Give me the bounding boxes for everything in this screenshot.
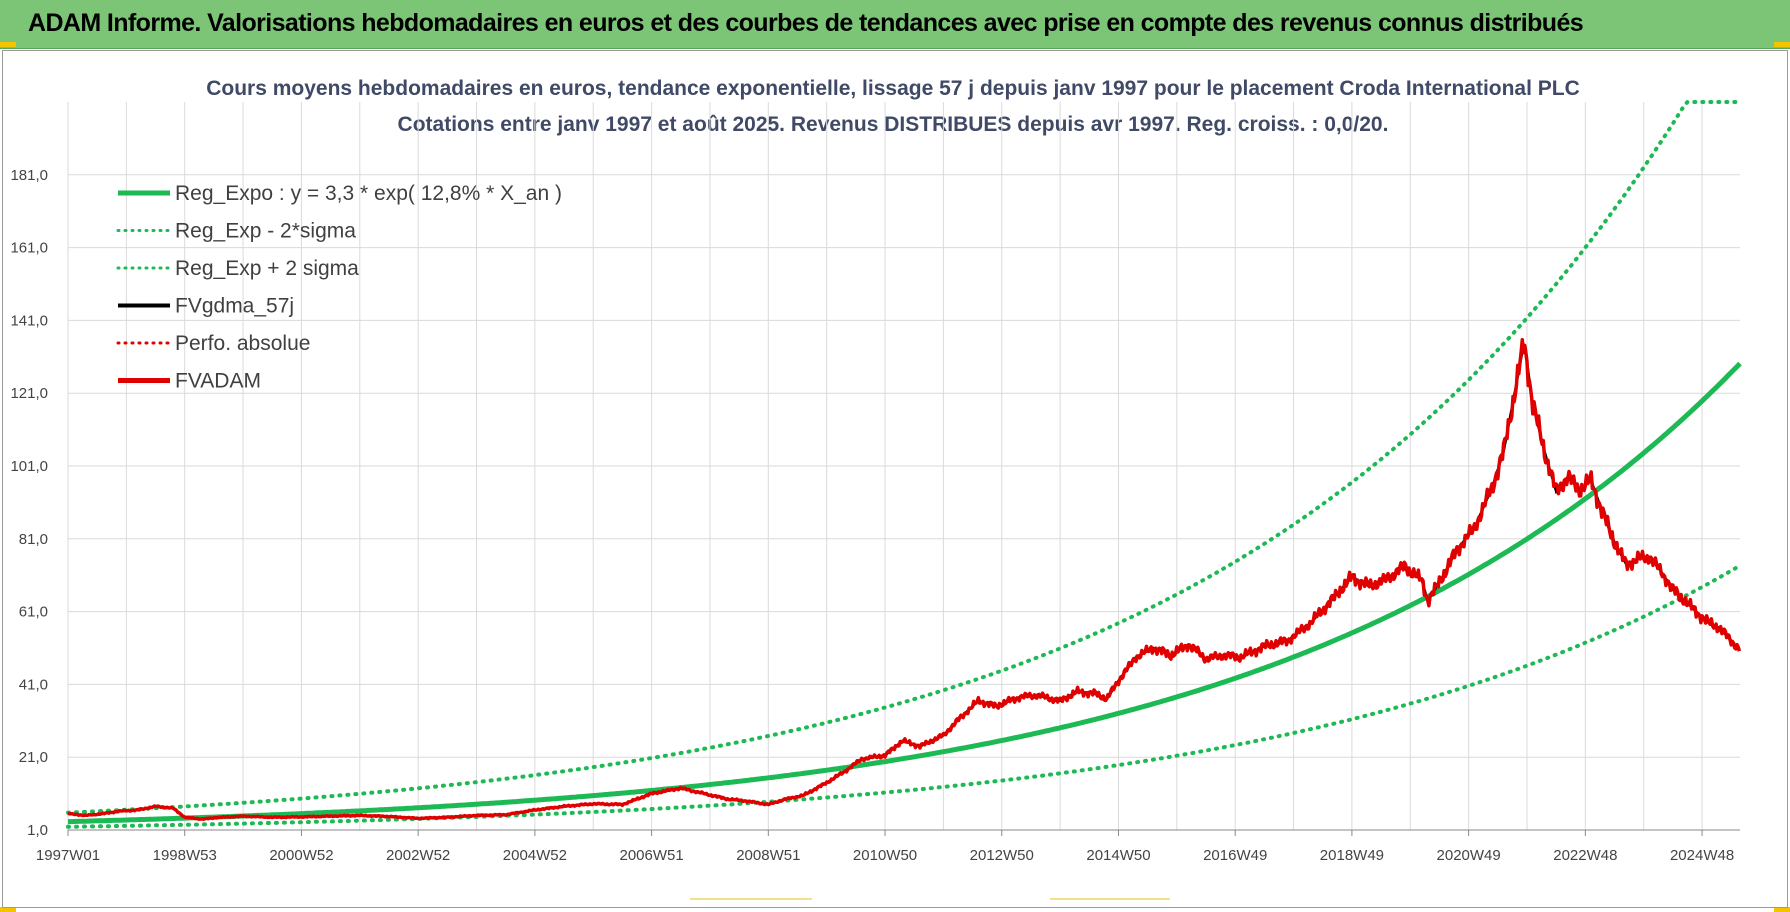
- y-tick-label: 161,0: [10, 240, 48, 257]
- x-tick-label: 2004W52: [503, 847, 567, 864]
- chart-title-line1: Cours moyens hebdomadaires en euros, ten…: [206, 77, 1580, 100]
- y-axis-labels: 1,0 21,0 41,0 61,0 81,0 101,0 121,0 141,0 161,0 1…: [10, 167, 48, 839]
- x-tick-label: 2014W50: [1086, 847, 1150, 864]
- highlight-mark: [690, 898, 812, 900]
- y-tick-label: 141,0: [10, 312, 48, 329]
- y-tick-label: 1,0: [27, 822, 48, 839]
- x-tick-label: 2000W52: [269, 847, 333, 864]
- x-axis-labels: 1997W01 1998W53 2000W52 2002W52 2004W52 2006W…: [36, 847, 1734, 864]
- x-tick-label: 2010W50: [853, 847, 917, 864]
- x-tick-label: 2022W48: [1553, 847, 1617, 864]
- series-layer: [66, 100, 1742, 829]
- legend-fvgdma-label: FVgdma_57j: [175, 295, 294, 318]
- y-tick-label: 101,0: [10, 458, 48, 475]
- report-banner: ADAM Informe. Valorisations hebdomadaire…: [0, 0, 1790, 49]
- x-tick-label: 2012W50: [970, 847, 1034, 864]
- x-tick-label: 2024W48: [1670, 847, 1734, 864]
- x-tick-label: 2020W49: [1437, 847, 1501, 864]
- x-tick-label: 2008W51: [736, 847, 800, 864]
- chart-title-line2: Cotations entre janv 1997 et août 2025. …: [398, 113, 1389, 136]
- x-tick-label: 2002W52: [386, 847, 450, 864]
- price-chart: Cours moyens hebdomadaires en euros, ten…: [10, 77, 1742, 864]
- y-tick-label: 181,0: [10, 167, 48, 184]
- chart-legend: Reg_Expo : y = 3,3 * exp( 12,8% * X_an )…: [116, 182, 562, 393]
- corner-marker-bottom-right: [1774, 907, 1790, 912]
- legend-reg-expo-label: Reg_Expo : y = 3,3 * exp( 12,8% * X_an ): [175, 182, 562, 205]
- reg-lower-line: [66, 563, 1742, 829]
- legend-fvadam-label: FVADAM: [175, 370, 261, 393]
- reg-upper-line: [66, 100, 1742, 815]
- y-tick-label: 21,0: [19, 749, 48, 766]
- fvgdma-line: [67, 343, 1741, 821]
- y-tick-label: 121,0: [10, 385, 48, 402]
- fvadam-line: [67, 337, 1742, 821]
- legend-perfo-label: Perfo. absolue: [175, 332, 310, 355]
- x-tick-label: 1998W53: [153, 847, 217, 864]
- legend-reg-lower-label: Reg_Exp - 2*sigma: [175, 220, 356, 243]
- reg-expo-line: [68, 361, 1742, 825]
- corner-marker-bottom-left: [0, 907, 16, 912]
- x-tick-label: 1997W01: [36, 847, 100, 864]
- legend-reg-upper-label: Reg_Exp + 2 sigma: [175, 257, 359, 280]
- x-tick-label: 2016W49: [1203, 847, 1267, 864]
- highlight-mark: [1050, 898, 1170, 900]
- report-title: ADAM Informe. Valorisations hebdomadaire…: [28, 9, 1584, 37]
- y-tick-label: 41,0: [19, 676, 48, 693]
- chart-frame: [2, 50, 1788, 908]
- y-tick-label: 81,0: [19, 531, 48, 548]
- x-tick-label: 2006W51: [619, 847, 683, 864]
- corner-marker-top-right: [1774, 42, 1790, 47]
- x-tick-label: 2018W49: [1320, 847, 1384, 864]
- corner-marker-top-left: [0, 42, 16, 47]
- y-tick-label: 61,0: [19, 604, 48, 621]
- grid-lines: [67, 102, 1740, 836]
